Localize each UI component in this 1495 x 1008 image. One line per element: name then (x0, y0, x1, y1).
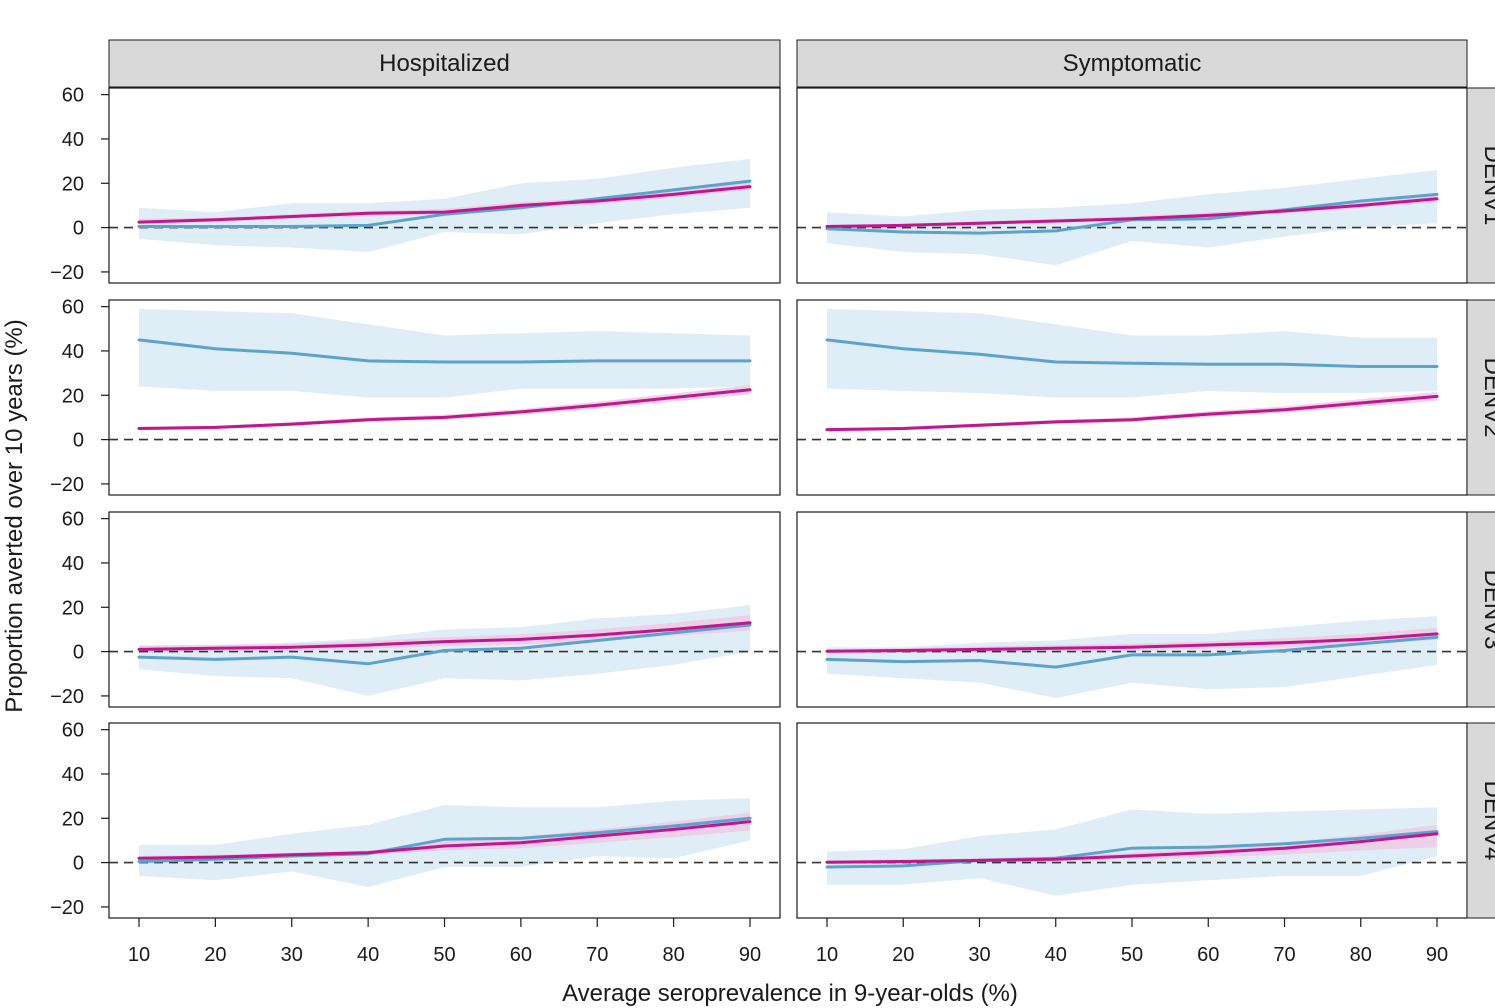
x-tick-label: 60 (510, 944, 532, 966)
y-tick-label: −20 (50, 897, 84, 919)
series-line-blue (825, 635, 1439, 669)
y-tick-label: 60 (62, 85, 84, 107)
series-line-magenta (137, 185, 752, 224)
y-tick-label: 60 (62, 297, 84, 319)
x-axis-hospitalized: 10 20 30 40 50 60 70 80 90 (128, 918, 761, 966)
x-tick-label: 50 (433, 944, 455, 966)
chart-panels (108, 87, 1468, 919)
col-strip-symptomatic (796, 39, 1468, 88)
panel-denv4-hospitalized (108, 722, 781, 919)
series-line-magenta (137, 820, 752, 860)
x-tick-label: 20 (204, 944, 226, 966)
x-axis-symptomatic: 10 20 30 40 50 60 70 80 90 (816, 918, 1448, 966)
ci-band-magenta (827, 392, 1437, 432)
x-tick-label: 50 (1121, 944, 1143, 966)
x-tick-label: 10 (816, 944, 838, 966)
ci-band-blue (827, 616, 1437, 699)
panel-denv3-symptomatic (796, 511, 1468, 708)
y-tick-label: 20 (62, 597, 84, 619)
ci-band-blue (139, 158, 750, 252)
x-axis-title: Average seroprevalence in 9-year-olds (%… (562, 980, 1018, 1007)
panel-border (108, 511, 781, 708)
series-line-blue (137, 179, 752, 228)
series-line-blue (825, 830, 1439, 869)
y-tick-label: 40 (62, 341, 84, 363)
series-line-blue (137, 816, 752, 863)
chart-strips: Hospitalized Symptomatic DENV1 DENV2 DENV3 DE… (108, 39, 1495, 919)
row-strip-denv2 (1466, 299, 1495, 496)
series-line-magenta (825, 832, 1439, 864)
panel-denv3-hospitalized (108, 511, 781, 708)
y-axis-denv1: −20 0 20 40 60 (50, 85, 109, 284)
x-tick-label: 70 (1273, 944, 1295, 966)
ci-band-magenta (139, 812, 750, 861)
series-line-blue (825, 338, 1439, 368)
y-tick-label: −20 (50, 262, 84, 284)
ci-band-blue (827, 807, 1437, 896)
panel-border (108, 299, 781, 496)
x-tick-label: 40 (1045, 944, 1067, 966)
x-tick-label: 70 (586, 944, 608, 966)
y-tick-label: 60 (62, 509, 84, 531)
x-tick-label: 90 (739, 944, 761, 966)
y-tick-label: 0 (73, 218, 84, 240)
row-strip-label-denv1: DENV1 (1479, 145, 1495, 225)
y-tick-label: 20 (62, 385, 84, 407)
panel-denv4-symptomatic (796, 722, 1468, 919)
x-tick-label: 30 (281, 944, 303, 966)
row-strip-denv1 (1466, 87, 1495, 284)
x-tick-label: 60 (1197, 944, 1219, 966)
panel-border (108, 87, 781, 284)
panel-denv2-hospitalized (108, 299, 781, 496)
y-axis-denv3: −20 0 20 40 60 (50, 509, 109, 708)
x-tick-label: 90 (1426, 944, 1448, 966)
y-tick-label: −20 (50, 686, 84, 708)
col-strip-label-hospitalized: Hospitalized (379, 50, 510, 77)
x-tick-label: 80 (663, 944, 685, 966)
y-tick-label: −20 (50, 474, 84, 496)
y-axis-denv4: −20 0 20 40 60 (50, 720, 109, 919)
y-tick-label: 0 (73, 642, 84, 664)
y-tick-label: 0 (73, 430, 84, 452)
x-tick-label: 40 (357, 944, 379, 966)
ci-band-magenta (827, 627, 1437, 654)
y-tick-label: 0 (73, 853, 84, 875)
chart-axes: −20 0 20 40 60 −20 0 20 40 60 −20 0 20 40 60 −20 0 20 40 60… (50, 85, 1448, 966)
panel-denv1-symptomatic (796, 87, 1468, 284)
y-tick-label: 20 (62, 173, 84, 195)
ci-band-blue (139, 308, 750, 398)
x-tick-label: 80 (1350, 944, 1372, 966)
y-axis-title: Proportion averted over 10 years (%) (1, 319, 28, 713)
y-tick-label: 40 (62, 764, 84, 786)
y-tick-label: 40 (62, 553, 84, 575)
y-axis-denv2: −20 0 20 40 60 (50, 297, 109, 496)
y-tick-label: 20 (62, 808, 84, 830)
row-strip-label-denv3: DENV3 (1479, 569, 1495, 649)
x-tick-label: 20 (892, 944, 914, 966)
series-line-magenta (137, 388, 752, 430)
x-tick-label: 10 (128, 944, 150, 966)
series-line-blue (137, 338, 752, 364)
series-line-magenta (825, 394, 1439, 432)
y-tick-label: 60 (62, 720, 84, 742)
series-line-magenta (825, 197, 1439, 228)
series-line-blue (137, 623, 752, 666)
panel-denv2-symptomatic (796, 299, 1468, 496)
row-strip-denv3 (1466, 511, 1495, 708)
col-strip-label-symptomatic: Symptomatic (1063, 50, 1202, 77)
x-tick-label: 30 (968, 944, 990, 966)
y-tick-label: 40 (62, 129, 84, 151)
series-line-magenta (137, 621, 752, 651)
ci-band-blue (827, 308, 1437, 398)
panel-denv1-hospitalized (108, 87, 781, 284)
row-strip-label-denv2: DENV2 (1479, 357, 1495, 437)
row-strip-denv4 (1466, 722, 1495, 919)
ci-band-magenta (827, 824, 1437, 864)
row-strip-label-denv4: DENV4 (1479, 780, 1495, 860)
col-strip-hospitalized (108, 39, 781, 88)
series-line-magenta (825, 632, 1439, 653)
